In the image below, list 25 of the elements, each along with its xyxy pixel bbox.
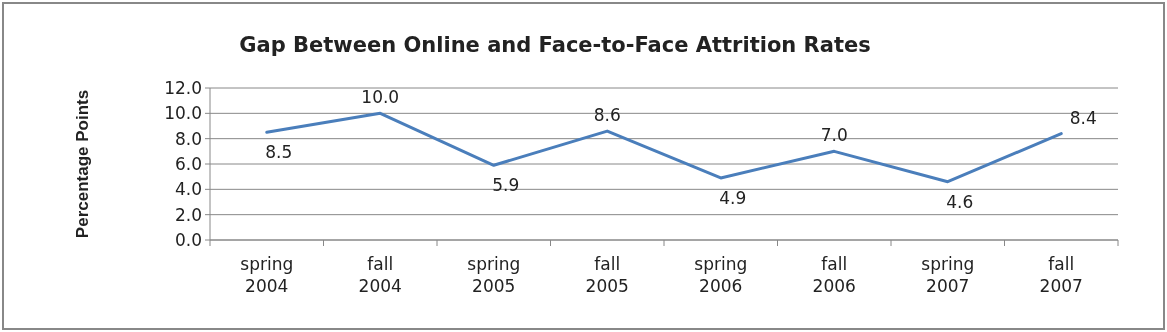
y-tick-label: 12.0 [164, 78, 202, 98]
data-label: 8.6 [593, 105, 621, 126]
x-tick-label: fall 2005 [585, 254, 629, 296]
x-tick-label: spring 2007 [921, 254, 975, 296]
y-tick-label: 4.0 [174, 179, 202, 200]
x-tick-label: spring 2006 [694, 254, 748, 296]
x-tick-label: spring 2004 [240, 254, 294, 296]
data-label: 7.0 [820, 125, 848, 146]
y-tick-label: 2.0 [174, 204, 202, 225]
data-label: 5.9 [492, 175, 520, 196]
x-tick-label: spring 2005 [467, 254, 521, 296]
data-label: 4.9 [719, 187, 747, 208]
y-tick-label: 10.0 [164, 103, 202, 124]
data-label: 8.4 [1069, 107, 1097, 128]
data-label: 8.5 [265, 142, 293, 163]
y-tick-label: 0.0 [174, 230, 202, 250]
y-axis-title: Percentage Points [73, 89, 92, 239]
data-label: 4.6 [946, 191, 974, 212]
y-tick-label: 8.0 [174, 128, 202, 149]
x-tick-label: fall 2004 [358, 254, 402, 296]
y-tick-label: 6.0 [174, 154, 202, 174]
x-tick-label: fall 2007 [1039, 254, 1083, 296]
data-label: 10.0 [361, 87, 400, 108]
x-tick-label: fall 2006 [812, 254, 856, 296]
chart-title: Gap Between Online and Face-to-Face Attrition Rates [239, 33, 871, 57]
